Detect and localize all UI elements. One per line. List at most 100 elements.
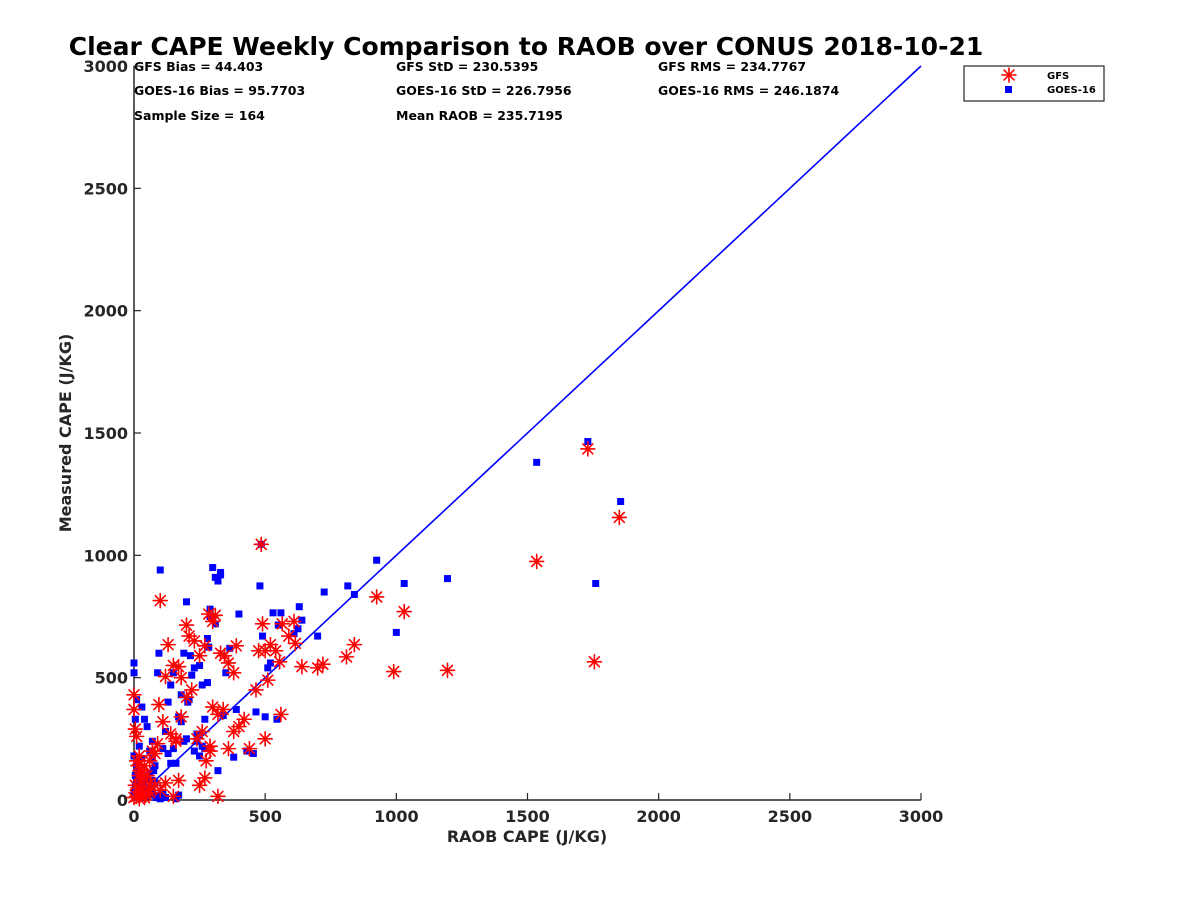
y-tick-label: 2000 xyxy=(83,302,128,321)
goes16-point xyxy=(155,649,163,657)
x-tick-label: 3000 xyxy=(899,807,944,826)
legend-gfs-asterisk xyxy=(1001,67,1017,83)
goes16-point xyxy=(533,458,541,466)
goes16-point xyxy=(314,632,322,640)
stat-gfs-std: GFS StD = 230.5395 xyxy=(396,59,538,74)
goes16-point xyxy=(350,590,358,598)
stat-goes-std: GOES-16 StD = 226.7956 xyxy=(396,83,572,98)
gfs-point xyxy=(149,735,166,752)
y-tick-label: 0 xyxy=(117,791,128,810)
gfs-point xyxy=(202,743,218,759)
x-tick-label: 0 xyxy=(128,807,139,826)
gfs-point xyxy=(294,658,310,675)
gfs-point xyxy=(396,603,413,620)
gfs-point xyxy=(210,788,226,805)
gfs-point xyxy=(127,721,144,737)
gfs-point xyxy=(155,713,171,730)
gfs-point xyxy=(273,706,289,723)
gfs-point xyxy=(130,757,146,774)
gfs-point xyxy=(216,647,233,664)
gfs-point xyxy=(173,669,190,686)
goes16-point xyxy=(252,708,260,716)
goes16-point xyxy=(150,767,158,775)
goes16-point xyxy=(344,582,352,590)
x-tick-label: 1500 xyxy=(505,807,550,826)
y-tick-label: 3000 xyxy=(83,57,128,76)
goes16-point xyxy=(130,669,138,677)
goes16-point xyxy=(156,566,164,574)
goes16-point xyxy=(256,582,264,590)
gfs-point xyxy=(368,589,385,605)
gfs-point xyxy=(215,701,231,718)
gfs-point xyxy=(165,788,182,805)
goes16-point xyxy=(206,605,214,613)
gfs-point xyxy=(152,592,169,609)
goes16-point xyxy=(230,753,238,761)
goes16-point xyxy=(182,735,190,743)
gfs-point xyxy=(254,616,271,632)
goes16-point xyxy=(154,669,162,677)
gfs-point xyxy=(280,628,297,644)
stat-goes-bias: GOES-16 Bias = 95.7703 xyxy=(134,83,305,98)
goes16-point xyxy=(214,767,222,775)
legend: GFS GOES-16 xyxy=(963,65,1105,102)
goes16-point xyxy=(188,671,196,679)
gfs-point xyxy=(128,728,145,745)
legend-gfs-marker xyxy=(1001,67,1017,83)
stat-mean-raob: Mean RAOB = 235.7195 xyxy=(396,108,563,123)
gfs-point xyxy=(274,616,291,632)
gfs-point xyxy=(170,658,187,675)
goes16-point xyxy=(235,610,243,618)
gfs-point xyxy=(225,723,242,740)
goes16-point xyxy=(294,625,302,633)
series-gfs xyxy=(126,441,628,807)
gfs-point xyxy=(241,740,258,757)
goes16-point xyxy=(277,609,285,617)
goes16-point xyxy=(164,698,172,706)
goes16-point xyxy=(205,643,213,651)
gfs-point xyxy=(580,441,596,457)
gfs-point xyxy=(198,753,214,769)
legend-box xyxy=(963,65,1105,102)
goes16-point xyxy=(443,575,451,583)
goes16-point xyxy=(295,603,303,611)
goes16-point xyxy=(298,616,306,624)
gfs-point xyxy=(271,653,288,670)
goes16-point xyxy=(232,705,240,713)
goes16-point xyxy=(186,652,194,660)
goes16-point xyxy=(209,564,217,572)
gfs-point xyxy=(126,686,142,703)
goes16-point xyxy=(269,609,277,617)
gfs-point xyxy=(186,633,203,649)
gfs-point xyxy=(611,509,628,526)
goes16-point xyxy=(131,715,139,723)
series-layer xyxy=(126,438,628,807)
goes16-point xyxy=(130,659,138,667)
gfs-point xyxy=(147,745,163,762)
stat-gfs-rms: GFS RMS = 234.7767 xyxy=(658,59,806,74)
goes16-point xyxy=(392,628,400,636)
goes16-point xyxy=(203,679,211,687)
legend-gfs-label: GFS xyxy=(1047,71,1069,82)
goes16-point xyxy=(167,681,175,689)
goes16-point xyxy=(138,703,146,711)
goes16-point xyxy=(190,747,198,755)
gfs-point xyxy=(204,699,221,715)
goes16-point xyxy=(198,681,206,689)
goes16-point xyxy=(214,577,222,585)
goes16-point xyxy=(217,568,225,576)
x-tick-label: 2000 xyxy=(636,807,681,826)
gfs-point xyxy=(157,775,174,791)
gfs-point xyxy=(168,731,184,747)
gfs-point xyxy=(141,775,158,791)
legend-goes-marker xyxy=(1005,86,1012,93)
goes16-point xyxy=(203,635,211,643)
gfs-point xyxy=(528,553,545,570)
gfs-point xyxy=(286,613,302,630)
gfs-point xyxy=(236,711,252,728)
goes16-point xyxy=(226,644,234,652)
gfs-point xyxy=(183,682,200,698)
gfs-point xyxy=(309,660,326,676)
stats-block: GFS Bias = 44.403 GFS StD = 230.5395 GFS… xyxy=(134,59,840,123)
